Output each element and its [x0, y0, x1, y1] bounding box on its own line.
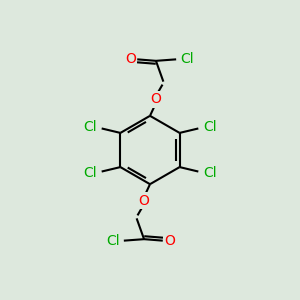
Text: O: O: [125, 52, 136, 66]
Text: O: O: [151, 92, 161, 106]
Text: Cl: Cl: [180, 52, 194, 66]
Text: Cl: Cl: [84, 166, 97, 180]
Text: Cl: Cl: [203, 166, 216, 180]
Text: Cl: Cl: [203, 120, 216, 134]
Text: Cl: Cl: [106, 234, 120, 248]
Text: Cl: Cl: [84, 120, 97, 134]
Text: O: O: [164, 234, 175, 248]
Text: O: O: [139, 194, 149, 208]
